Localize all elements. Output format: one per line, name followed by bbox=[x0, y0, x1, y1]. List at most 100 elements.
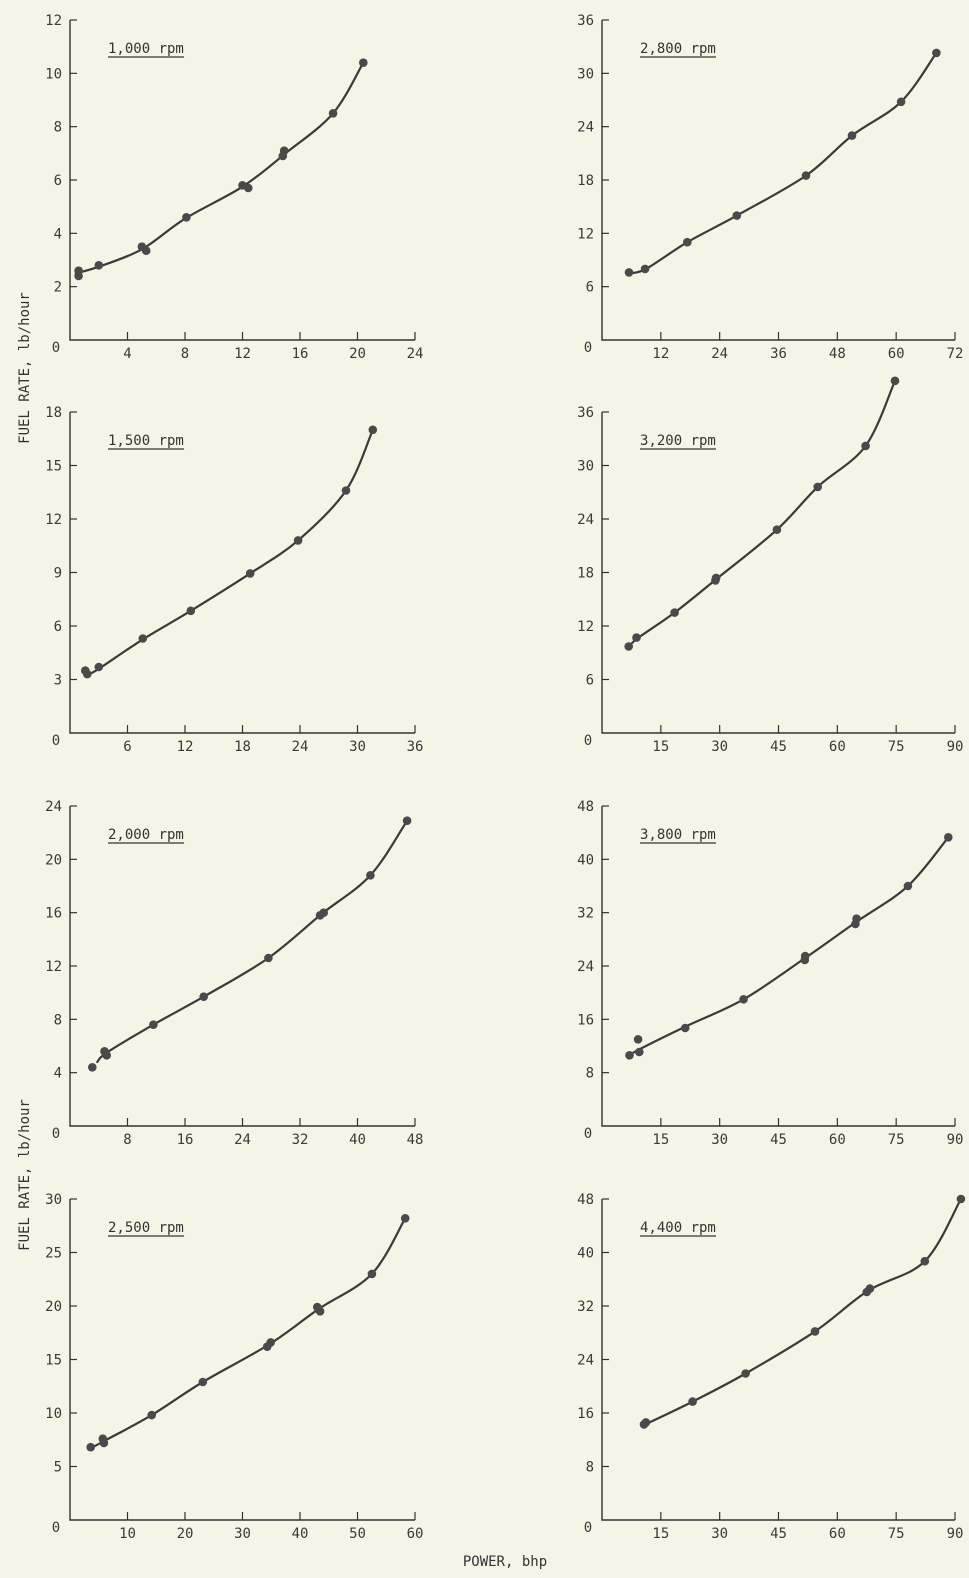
data-point bbox=[86, 1442, 95, 1452]
y-tick-label: 10 bbox=[45, 66, 62, 82]
y-tick-label: 12 bbox=[45, 13, 62, 29]
axis-lines bbox=[69, 412, 415, 734]
data-point bbox=[944, 833, 953, 842]
x-tick-label: 45 bbox=[770, 739, 787, 755]
y-tick-label: 24 bbox=[577, 120, 594, 136]
origin-label: 0 bbox=[52, 1520, 60, 1536]
data-point bbox=[99, 1438, 109, 1448]
y-tick-label: 4 bbox=[54, 226, 62, 242]
y-tick-label: 16 bbox=[577, 1406, 594, 1422]
y-tick-label: 32 bbox=[577, 1299, 594, 1315]
y-tick-label: 48 bbox=[577, 799, 594, 815]
y-tick-label: 12 bbox=[45, 959, 62, 975]
data-point bbox=[632, 633, 641, 642]
data-point bbox=[264, 953, 273, 963]
data-point bbox=[896, 97, 906, 107]
y-tick-label: 36 bbox=[577, 13, 594, 29]
data-point bbox=[244, 183, 253, 193]
x-tick-label: 8 bbox=[123, 1132, 131, 1148]
origin-label: 0 bbox=[584, 1520, 592, 1536]
x-tick-label: 36 bbox=[770, 346, 787, 362]
y-tick-label: 2 bbox=[54, 280, 62, 296]
x-tick-label: 36 bbox=[407, 739, 424, 755]
x-tick-label: 12 bbox=[234, 346, 251, 362]
data-point bbox=[739, 995, 748, 1004]
rpm-label: 3,200 rpm bbox=[640, 433, 716, 449]
origin-label: 0 bbox=[584, 340, 592, 356]
x-tick-label: 40 bbox=[292, 1526, 309, 1542]
data-point bbox=[328, 109, 338, 118]
y-tick-label: 40 bbox=[577, 1246, 594, 1262]
x-tick-label: 8 bbox=[181, 346, 189, 362]
x-tick-label: 30 bbox=[349, 739, 366, 755]
data-point bbox=[956, 1194, 966, 1204]
data-point bbox=[640, 264, 650, 274]
data-point bbox=[186, 606, 196, 616]
x-tick-label: 24 bbox=[292, 739, 309, 755]
chart-panel: 6 12 18 24 30 36 0 15 30 45 60 75 90 3,200 rpm bbox=[577, 376, 963, 755]
y-tick-label: 24 bbox=[577, 1353, 594, 1369]
data-point bbox=[865, 1284, 875, 1293]
data-point bbox=[94, 662, 104, 672]
data-point bbox=[624, 642, 633, 651]
x-tick-label: 30 bbox=[234, 1526, 251, 1542]
data-point bbox=[641, 1418, 651, 1427]
x-tick-label: 75 bbox=[888, 1132, 905, 1148]
data-point bbox=[359, 58, 368, 67]
data-point bbox=[847, 131, 857, 140]
axis-lines bbox=[601, 412, 955, 734]
x-tick-label: 18 bbox=[234, 739, 251, 755]
x-tick-label: 90 bbox=[947, 1132, 964, 1148]
data-point bbox=[683, 237, 692, 247]
x-tick-label: 50 bbox=[349, 1526, 366, 1542]
origin-label: 0 bbox=[52, 340, 60, 356]
y-tick-label: 6 bbox=[586, 673, 594, 689]
y-tick-label: 8 bbox=[54, 120, 62, 136]
data-point bbox=[711, 573, 721, 583]
chart-panel: 8 16 24 32 40 48 0 15 30 45 60 75 90 4,400 rpm bbox=[577, 1192, 966, 1542]
x-tick-label: 15 bbox=[652, 739, 669, 755]
y-tick-label: 15 bbox=[45, 1353, 62, 1369]
x-tick-label: 32 bbox=[292, 1132, 309, 1148]
fit-curve bbox=[84, 428, 374, 677]
x-tick-label: 30 bbox=[711, 739, 728, 755]
x-tick-label: 16 bbox=[292, 346, 309, 362]
y-tick-label: 16 bbox=[45, 906, 62, 922]
data-point bbox=[732, 211, 742, 220]
y-tick-label: 20 bbox=[45, 1299, 62, 1315]
x-tick-label: 60 bbox=[888, 346, 905, 362]
data-point bbox=[890, 376, 900, 386]
y-tick-label: 18 bbox=[577, 173, 594, 189]
y-tick-label: 4 bbox=[54, 1066, 62, 1082]
x-tick-label: 6 bbox=[123, 739, 131, 755]
y-tick-label: 6 bbox=[54, 619, 62, 635]
y-axis-label-top: FUEL RATE, lb/hour bbox=[17, 292, 33, 444]
data-point bbox=[293, 536, 303, 545]
data-point bbox=[741, 1369, 750, 1378]
y-tick-label: 24 bbox=[577, 512, 594, 528]
y-tick-label: 24 bbox=[577, 959, 594, 975]
x-tick-label: 48 bbox=[829, 346, 846, 362]
data-point bbox=[74, 271, 83, 281]
data-point bbox=[315, 1307, 325, 1316]
data-point bbox=[400, 1214, 410, 1223]
data-point bbox=[182, 213, 191, 222]
fit-curve bbox=[628, 836, 950, 1058]
x-tick-label: 10 bbox=[119, 1526, 136, 1542]
data-point bbox=[368, 425, 378, 435]
axis-lines bbox=[601, 806, 955, 1127]
y-tick-label: 5 bbox=[54, 1460, 62, 1476]
x-tick-label: 72 bbox=[947, 346, 964, 362]
data-point bbox=[633, 1035, 643, 1044]
x-tick-label: 90 bbox=[947, 1526, 964, 1542]
x-tick-label: 24 bbox=[234, 1132, 251, 1148]
y-tick-label: 3 bbox=[54, 673, 62, 689]
x-tick-label: 24 bbox=[407, 346, 424, 362]
x-tick-label: 60 bbox=[829, 1132, 846, 1148]
y-tick-label: 9 bbox=[54, 566, 62, 582]
rpm-label: 1,500 rpm bbox=[108, 433, 184, 449]
chart-panel: 6 12 18 24 30 36 0 12 24 36 48 60 72 2,800 rpm bbox=[577, 13, 963, 362]
y-tick-label: 30 bbox=[577, 459, 594, 475]
